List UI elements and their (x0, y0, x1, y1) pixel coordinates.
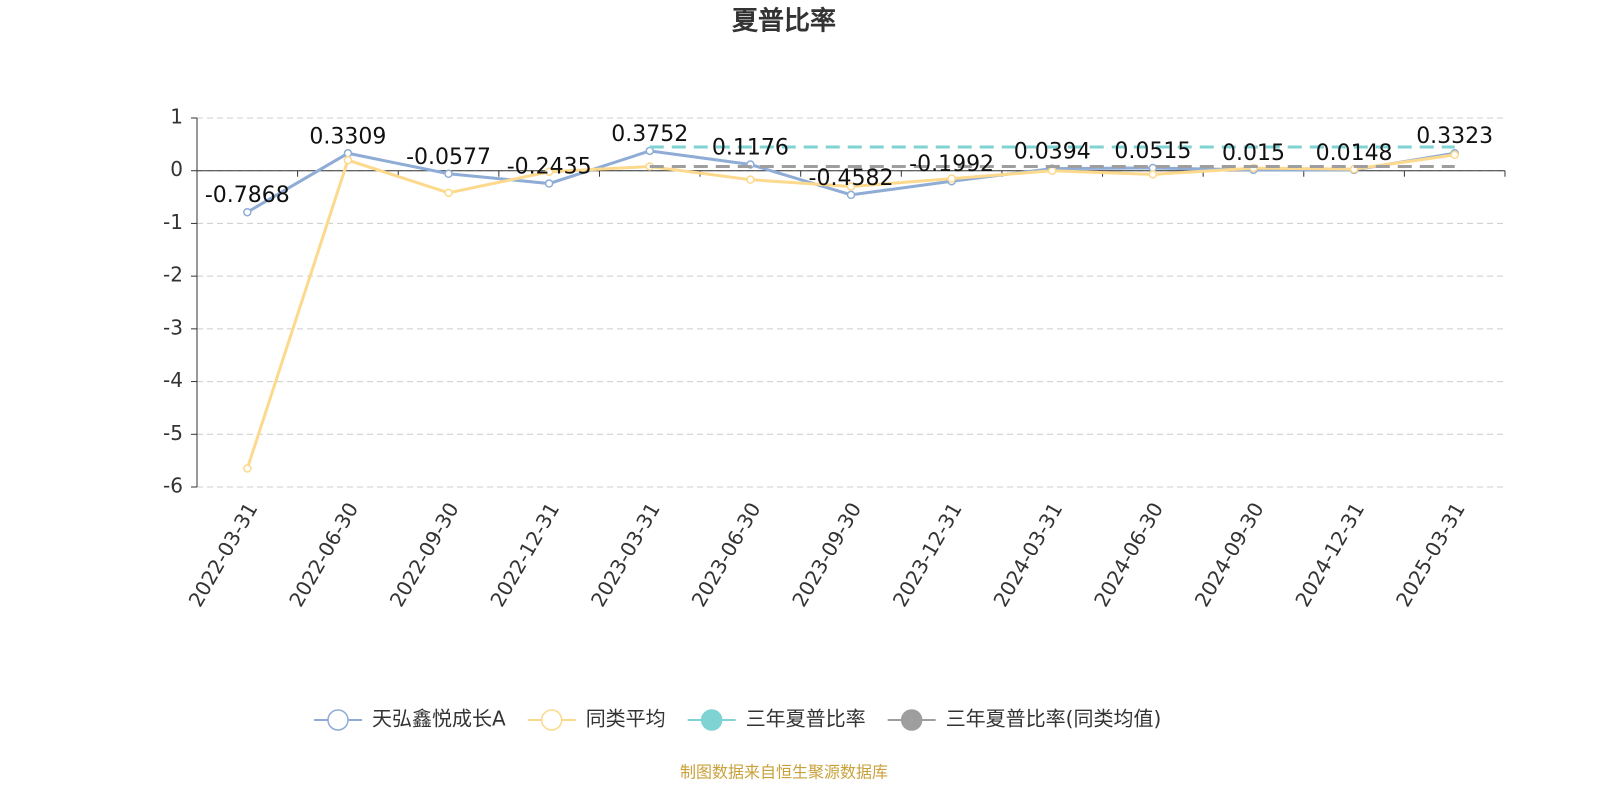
data-point (1450, 150, 1459, 160)
y-tick-label: -1 (163, 210, 183, 234)
series-line (245, 153, 1455, 470)
source-note: 制图数据来自恒生聚源数据库 (680, 763, 888, 782)
data-label: 0.3309 (309, 124, 386, 149)
data-point (343, 149, 353, 158)
data-label: 0.1176 (712, 136, 789, 161)
data-point (444, 169, 453, 179)
legend-symbol (327, 709, 349, 731)
legend-symbol (700, 709, 723, 731)
data-label: 0.0148 (1316, 141, 1393, 166)
data-point (746, 175, 755, 184)
y-tick-label: -3 (163, 315, 183, 339)
y-tick-label: -6 (163, 474, 183, 498)
data-point (947, 174, 956, 183)
data-label: 0.015 (1222, 141, 1285, 166)
x-tick-label: 2022-12-31 (485, 498, 564, 611)
legend-symbol (540, 709, 563, 731)
data-point (1047, 166, 1057, 175)
legend-label: 三年夏普比率(同类均值) (946, 707, 1162, 731)
y-tick-label: -5 (163, 421, 183, 445)
x-tick-label: 2023-09-30 (787, 498, 866, 611)
x-tick-label: 2023-12-31 (888, 498, 967, 611)
data-point (243, 207, 252, 217)
data-point (343, 155, 353, 165)
x-tick-label: 2024-09-30 (1190, 498, 1269, 611)
x-tick-label: 2024-06-30 (1089, 498, 1168, 611)
x-tick-label: 2024-12-31 (1290, 498, 1369, 611)
data-label: 0.3752 (611, 122, 688, 147)
x-tick-label: 2025-03-31 (1391, 498, 1470, 611)
x-tick-label: 2023-06-30 (687, 498, 766, 611)
data-point (846, 182, 856, 191)
legend-symbol (900, 709, 923, 731)
chart-title: 夏普比率 (732, 6, 836, 37)
data-point (846, 190, 856, 200)
legend-label: 天弘鑫悦成长A (372, 707, 506, 731)
data-point (444, 188, 453, 198)
data-label: -0.7868 (205, 183, 290, 208)
legend: 天弘鑫悦成长A 同类平均 三年夏普比率 三年夏普比率(同类均值) (314, 707, 1161, 731)
data-label: -0.4582 (809, 166, 894, 191)
x-tick-label: 2023-03-31 (586, 498, 665, 611)
data-point (243, 464, 252, 473)
data-label: -0.0577 (406, 145, 491, 170)
x-tick-label: 2022-06-30 (284, 498, 363, 611)
data-label: 0.0515 (1114, 139, 1191, 164)
data-point (1148, 170, 1158, 179)
data-label: -0.2435 (507, 155, 592, 180)
data-label: 0.3323 (1416, 124, 1493, 149)
x-tick-label: 2022-03-31 (183, 498, 262, 611)
legend-label: 同类平均 (586, 707, 666, 731)
x-tick-label: 2024-03-31 (988, 498, 1067, 611)
data-point (544, 167, 554, 177)
data-label: -0.1992 (909, 152, 994, 177)
y-tick-label: 0 (170, 157, 183, 181)
data-point (544, 179, 554, 188)
data-label: 0.0394 (1014, 140, 1091, 165)
y-tick-label: 1 (170, 105, 183, 129)
y-tick-label: -4 (163, 368, 183, 392)
x-tick-label: 2022-09-30 (385, 498, 464, 611)
y-tick-label: -2 (163, 263, 183, 287)
legend-label: 三年夏普比率 (746, 707, 866, 731)
